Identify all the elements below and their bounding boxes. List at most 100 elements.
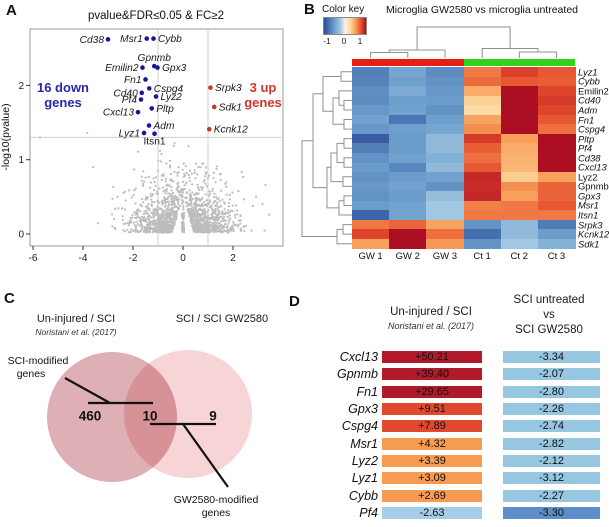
volcano-gene-label: Emilin2 — [105, 63, 139, 74]
heatmap-cell — [389, 238, 427, 249]
heatmap-cell — [537, 67, 576, 78]
color-key-tick: -1 — [323, 36, 331, 46]
panel-d-label: D — [289, 293, 300, 310]
heatmap-cell — [389, 86, 427, 97]
heatmap-cell — [500, 238, 539, 249]
heatmap-column-label: Ct 1 — [473, 251, 491, 263]
heatmap-cell — [389, 114, 427, 125]
table-gene-label: Cybb — [348, 488, 378, 503]
row-dendrogram — [301, 71, 352, 245]
heatmap-cell — [500, 114, 539, 125]
heatmap-title: Microglia GW2580 vs microglia untreated — [386, 4, 578, 16]
heatmap-cell — [389, 162, 427, 173]
heatmap-column-label: Ct 2 — [510, 251, 528, 263]
heatmap-cell — [389, 172, 427, 183]
table-gene-label: Fn1 — [356, 384, 378, 399]
heatmap-row-label: Lyz1 — [578, 66, 598, 78]
color-key-tick: 0 — [341, 36, 347, 46]
venn-left-callout-line2: genes — [16, 368, 46, 380]
volcano-y-tick: 1 — [18, 155, 24, 166]
volcano-gene-label: Gpnmb — [138, 53, 172, 64]
heatmap-cell — [426, 143, 464, 154]
volcano-axis-ticks: 0 1 2 -6 -4 -2 0 2 — [18, 81, 236, 264]
volcano-gene-point — [153, 94, 159, 99]
volcano-gene-point — [138, 97, 144, 102]
heatmap-cell — [352, 191, 390, 202]
heatmap-cell — [389, 95, 427, 106]
table-value-sci: +3.09 — [382, 472, 482, 485]
heatmap-cell — [537, 143, 576, 154]
heatmap-cell — [537, 238, 576, 249]
table-gene-label: Cspg4 — [341, 419, 378, 434]
table-gene-label: Gpnmb — [337, 367, 378, 382]
volcano-gene-point — [135, 109, 141, 115]
heatmap-cell — [500, 172, 539, 183]
heatmap-cell — [500, 143, 539, 154]
heatmap-cell — [463, 67, 502, 78]
heatmap-cell — [426, 200, 464, 211]
table-col1-subheader: Noristani et al. (2017) — [387, 321, 475, 331]
heatmap-cell — [352, 124, 390, 135]
volcano-background-points — [38, 131, 271, 234]
venn-left-count: 460 — [78, 408, 102, 424]
volcano-y-tick: 2 — [18, 81, 24, 92]
volcano-gene-point — [140, 65, 145, 70]
heatmap-row-label: Gpx3 — [578, 190, 601, 202]
heatmap-column-label: Ct 3 — [547, 251, 566, 263]
heatmap-cell — [537, 162, 576, 173]
heatmap-cell — [463, 210, 502, 221]
heatmap-row-label: Cd40 — [578, 94, 601, 106]
heatmap-cell — [352, 162, 390, 173]
heatmap-cell — [389, 200, 427, 211]
heatmap-cell — [463, 76, 502, 87]
heatmap-cell — [426, 210, 464, 221]
table-value-sci: -2.63 — [382, 507, 482, 520]
volcano-gene-point — [146, 86, 152, 91]
heatmap-cell — [500, 76, 539, 87]
table-gene-label: Lyz2 — [351, 454, 378, 469]
heatmap-cell — [352, 200, 390, 211]
heatmap-cell — [463, 105, 502, 116]
heatmap-cell — [389, 133, 427, 144]
heatmap-cell — [389, 67, 427, 78]
heatmap-cell — [352, 238, 390, 249]
heatmap-cell — [389, 152, 427, 163]
heatmap-cell — [500, 95, 539, 106]
table-value-sci: +29.65 — [382, 385, 482, 398]
heatmap-cell — [500, 86, 539, 97]
heatmap-cell — [463, 238, 502, 249]
volcano-y-axis-label: -log10(pvalue) — [0, 103, 12, 170]
venn-left-callout-line1: SCI-modified — [7, 355, 69, 367]
heatmap-cell — [426, 162, 464, 173]
volcano-plot: pvalue&FDR≤0.05 & FC≥2 0 1 2 -6 -4 -2 0 2 Cd38 M… — [0, 10, 284, 264]
volcano-gene-point — [144, 36, 150, 41]
table-gene-label: Pf4 — [359, 506, 378, 521]
volcano-gene-point — [155, 65, 160, 70]
heatmap-cell — [389, 181, 427, 192]
color-key-gradient — [323, 17, 367, 35]
heatmap-cell — [426, 172, 464, 183]
heatmap-cell — [389, 210, 427, 221]
heatmap-cell — [500, 133, 539, 144]
venn-left-subtitle: Noristani et al. (2017) — [35, 327, 117, 337]
heatmap-row-label: Fn1 — [578, 113, 595, 125]
volcano-gene-point — [141, 130, 147, 136]
heatmap-row-label: Lyz2 — [578, 171, 598, 183]
heatmap-cell — [463, 95, 502, 106]
venn-right-callout-line1: GW2580-modified — [173, 494, 259, 506]
heatmap-cell — [500, 219, 539, 230]
heatmap-cell — [426, 181, 464, 192]
up-genes-annotation-line2: genes — [244, 95, 282, 110]
venn-right-title: SCI / SCI GW2580 — [175, 313, 269, 325]
heatmap-cell — [352, 181, 390, 192]
heatmap-cell — [426, 191, 464, 202]
table-col2-header-line2: vs — [543, 309, 555, 321]
table-gene-label: Lyz1 — [351, 471, 378, 486]
panel-a-label: A — [6, 2, 17, 19]
heatmap-cell — [537, 76, 576, 87]
table-value-gw2580: -2.80 — [503, 385, 600, 398]
heatmap-cell — [537, 181, 576, 192]
table-value-sci: +3.39 — [382, 455, 482, 468]
table-value-gw2580: -2.07 — [503, 368, 600, 381]
heatmap-cell — [463, 124, 502, 135]
